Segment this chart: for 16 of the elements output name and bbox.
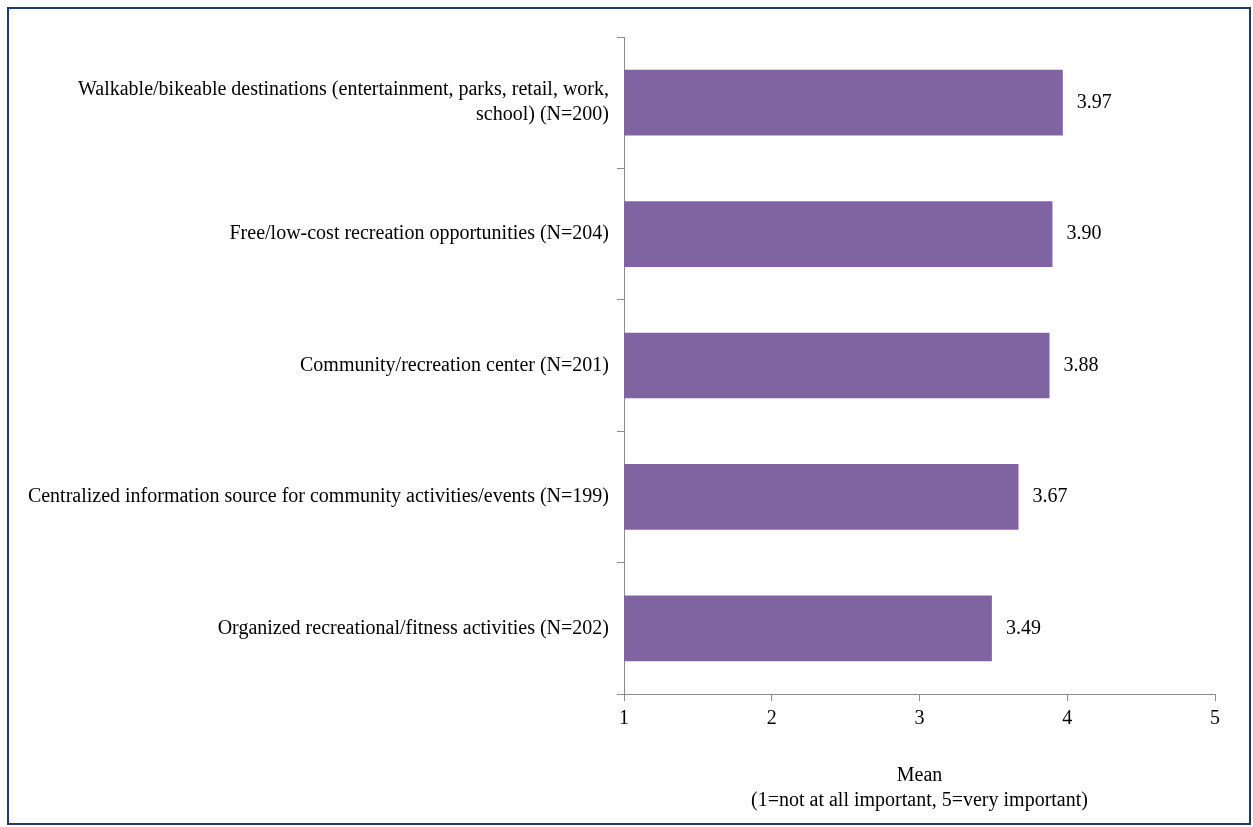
data-label: 3.88: [1063, 352, 1099, 375]
y-tick-label: Centralized information source for community activities/events (N=199): [27, 484, 609, 508]
data-label: 3.49: [1005, 615, 1041, 638]
x-tick-label: 4: [1062, 706, 1073, 729]
x-tick-label: 2: [766, 706, 777, 729]
x-tick-label: 5: [1210, 706, 1220, 729]
data-label: 3.67: [1032, 484, 1068, 507]
data-label: 3.97: [1076, 89, 1112, 112]
y-tick-label: Free/low-cost recreation opportunities (N=204): [229, 221, 609, 245]
y-tick-label: Organized recreational/fitness activities (N=202): [217, 615, 609, 639]
x-tick-label: 1: [619, 706, 629, 729]
x-tick-label: 3: [914, 706, 925, 729]
data-label: 3.90: [1066, 221, 1102, 244]
y-tick-label: Community/recreation center (N=201): [300, 352, 609, 376]
y-tick-label: Walkable/bikeable destinations (entertainment, parks, retail, work, school) (N=200): [78, 77, 609, 126]
x-axis-title: Mean (1=not at all important, 5=very important): [751, 762, 1088, 811]
